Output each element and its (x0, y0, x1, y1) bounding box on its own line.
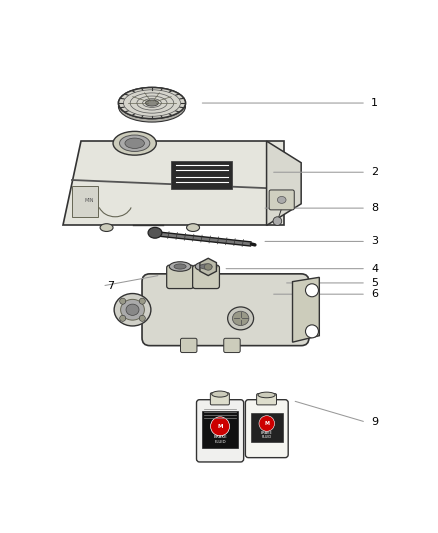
Ellipse shape (120, 135, 150, 151)
Ellipse shape (187, 224, 200, 231)
Ellipse shape (145, 100, 159, 106)
FancyBboxPatch shape (193, 265, 219, 288)
Ellipse shape (118, 87, 185, 119)
Ellipse shape (120, 300, 145, 320)
FancyBboxPatch shape (180, 338, 197, 352)
FancyBboxPatch shape (142, 274, 309, 345)
Polygon shape (293, 277, 319, 342)
Ellipse shape (114, 294, 151, 326)
Text: M: M (217, 424, 223, 429)
Ellipse shape (148, 228, 162, 238)
Circle shape (139, 298, 145, 304)
Text: MIN: MIN (85, 198, 95, 203)
FancyBboxPatch shape (269, 190, 294, 210)
FancyBboxPatch shape (171, 160, 232, 189)
Text: 6: 6 (371, 289, 378, 299)
Ellipse shape (118, 91, 185, 122)
Ellipse shape (204, 264, 212, 270)
Circle shape (273, 217, 282, 225)
Ellipse shape (118, 87, 185, 119)
Ellipse shape (126, 304, 139, 316)
Text: 3: 3 (371, 237, 378, 246)
Polygon shape (72, 187, 98, 217)
Text: 7: 7 (107, 281, 115, 291)
Text: 5: 5 (371, 278, 378, 288)
Circle shape (211, 417, 230, 436)
Circle shape (120, 316, 126, 321)
Ellipse shape (125, 138, 145, 149)
Ellipse shape (100, 224, 113, 231)
FancyBboxPatch shape (224, 338, 240, 352)
Ellipse shape (228, 307, 254, 330)
Circle shape (305, 284, 318, 297)
Ellipse shape (174, 264, 186, 269)
Ellipse shape (233, 311, 249, 326)
Text: 8: 8 (371, 203, 378, 213)
Circle shape (305, 325, 318, 338)
Text: BRAKE
FLUID: BRAKE FLUID (213, 435, 227, 443)
Circle shape (120, 298, 126, 304)
Ellipse shape (212, 391, 228, 397)
Ellipse shape (200, 264, 212, 269)
Text: 9: 9 (371, 417, 378, 427)
Text: 4: 4 (371, 264, 378, 273)
FancyBboxPatch shape (197, 400, 244, 462)
Text: M: M (264, 421, 269, 426)
Polygon shape (200, 259, 216, 276)
Ellipse shape (169, 262, 191, 271)
Ellipse shape (258, 392, 275, 398)
Polygon shape (64, 141, 284, 225)
FancyBboxPatch shape (245, 400, 288, 458)
FancyBboxPatch shape (210, 393, 230, 405)
FancyBboxPatch shape (167, 265, 194, 288)
Text: 2: 2 (371, 167, 378, 177)
Text: BRAKE
FLUID: BRAKE FLUID (261, 431, 273, 439)
Ellipse shape (195, 262, 217, 271)
Ellipse shape (277, 197, 286, 204)
Ellipse shape (113, 131, 156, 155)
FancyBboxPatch shape (257, 394, 276, 405)
Text: 1: 1 (371, 98, 378, 108)
Circle shape (139, 316, 145, 321)
FancyBboxPatch shape (202, 411, 238, 448)
Polygon shape (267, 141, 301, 225)
FancyBboxPatch shape (251, 413, 283, 442)
Circle shape (259, 416, 275, 431)
